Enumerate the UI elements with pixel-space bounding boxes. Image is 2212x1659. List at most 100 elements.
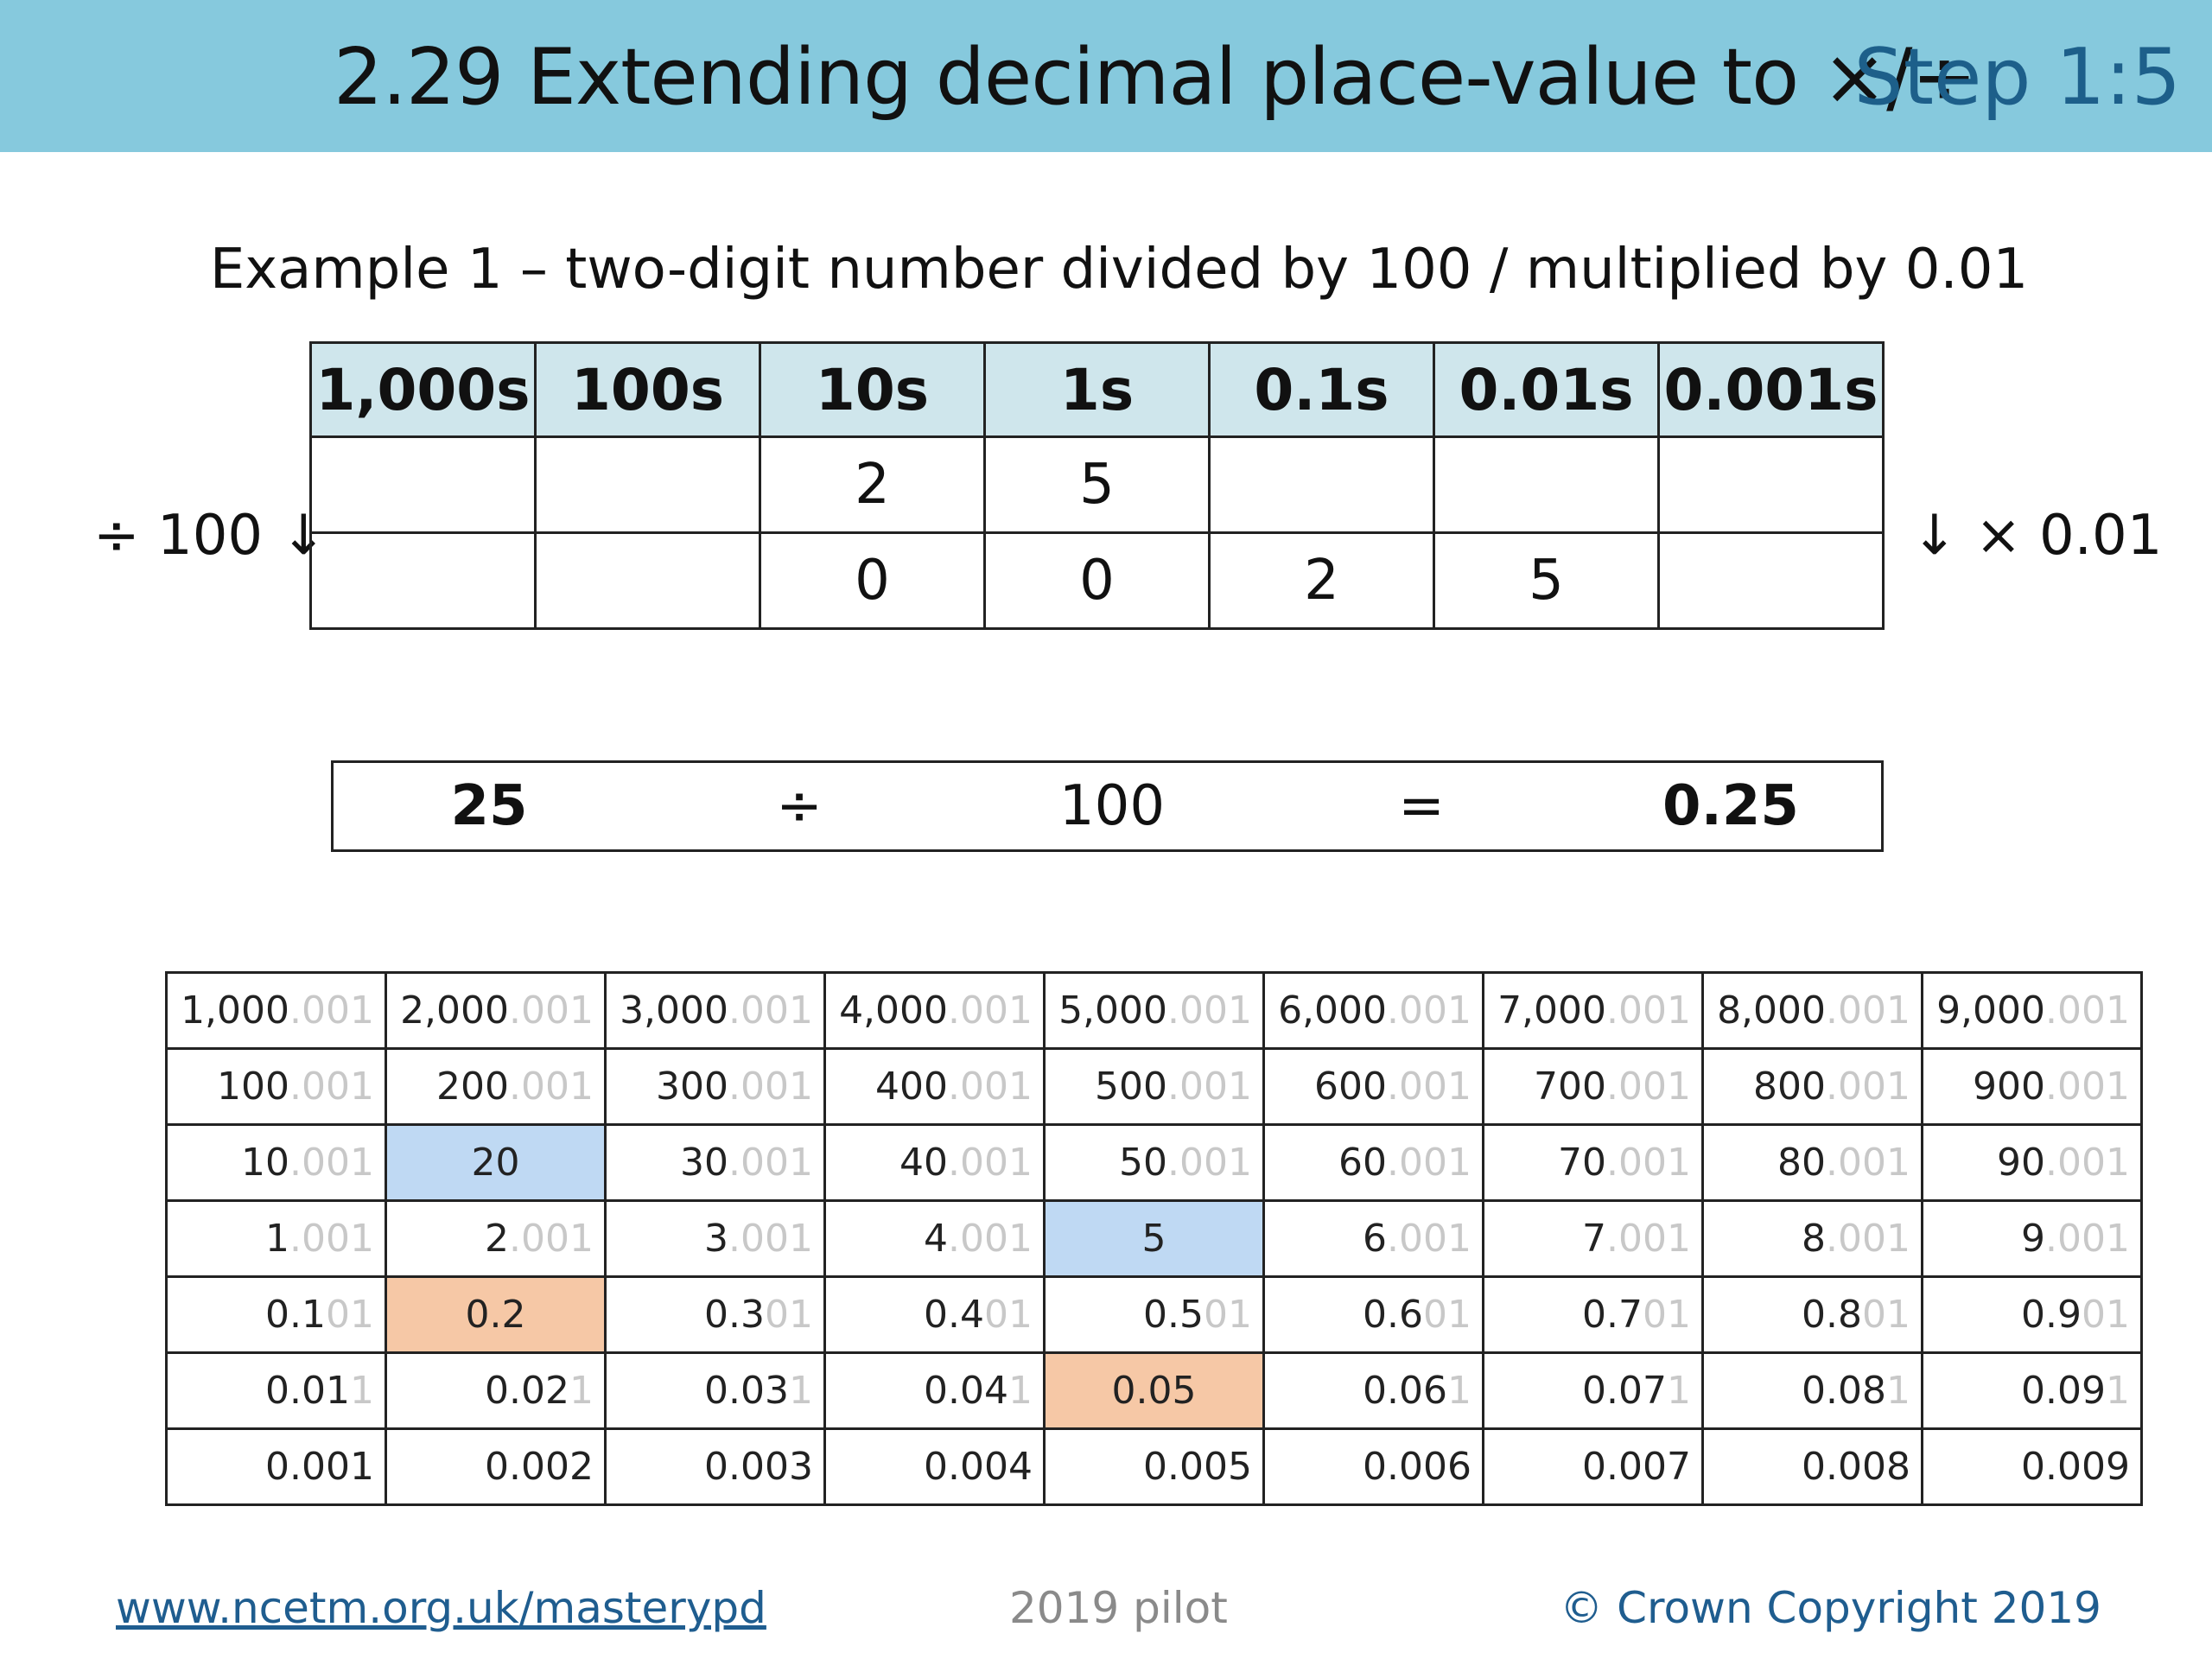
gattegno-cell: 6.001 [1262,1199,1484,1278]
gattegno-cell: 0.701 [1482,1275,1704,1354]
gattegno-chart: 1,000.001 2,000.001 3,000.001 4,000.001 5,00… [165,971,2143,1506]
gattegno-ghost-digits: .001 [509,1065,594,1109]
gattegno-value: 0.004 [924,1445,1033,1489]
ncetm-link[interactable]: www.ncetm.org.uk/masterypd [116,1583,766,1633]
gattegno-ghost-digits: .001 [1387,1065,1471,1109]
gattegno-cell: 7,000.001 [1482,971,1704,1050]
gattegno-value: 0.2 [465,1293,526,1337]
gattegno-value: 200 [436,1065,510,1109]
gattegno-value: 0.09 [2021,1369,2106,1413]
place-value-cell: 0 [983,531,1211,630]
place-value-cell [1433,435,1660,534]
place-value-cell [309,531,537,630]
gattegno-cell: 0.081 [1701,1351,1923,1430]
place-value-cell [1657,435,1885,534]
gattegno-value: 8 [1802,1217,1827,1261]
gattegno-cell: 3,000.001 [604,971,826,1050]
gattegno-ghost-digits: .001 [1826,988,1910,1033]
gattegno-cell: 70.001 [1482,1123,1704,1202]
gattegno-value: 0.007 [1582,1445,1691,1489]
equation-box: 25 ÷ 100 = 0.25 [331,760,1884,852]
gattegno-cell: 400.001 [823,1047,1046,1126]
gattegno-ghost-digits: .001 [1606,988,1691,1033]
gattegno-ghost-digits: 01 [984,1293,1033,1337]
column-header-thousandths: 0.001s [1657,341,1885,438]
copyright-notice: © Crown Copyright 2019 [1560,1583,2101,1633]
column-header-thousands: 1,000s [309,341,537,438]
gattegno-value: 20 [471,1141,520,1185]
pilot-label: 2019 pilot [1009,1583,1228,1633]
place-value-cell [1208,435,1435,534]
gattegno-cell: 8,000.001 [1701,971,1923,1050]
place-value-cell: 5 [1433,531,1660,630]
gattegno-value: 8,000 [1717,988,1827,1033]
gattegno-cell: 50.001 [1043,1123,1265,1202]
gattegno-cell: 600.001 [1262,1047,1484,1126]
gattegno-value: 90 [1997,1141,2046,1185]
gattegno-ghost-digits: 01 [1204,1293,1252,1337]
gattegno-value: 0.008 [1802,1445,1910,1489]
gattegno-value: 1 [265,1217,290,1261]
gattegno-cell: 40.001 [823,1123,1046,1202]
gattegno-ghost-digits: .001 [1387,1141,1471,1185]
gattegno-value: 3,000 [620,988,729,1033]
gattegno-value: 0.4 [924,1293,984,1337]
place-value-header-row: 1,000s 100s 10s 1s 0.1s 0.01s 0.001s [309,341,1885,438]
gattegno-value: 0.3 [704,1293,765,1337]
gattegno-cell: 500.001 [1043,1047,1265,1126]
gattegno-ghost-digits: 1 [1008,1369,1033,1413]
page-title: 2.29 Extending decimal place-value to ×/… [334,32,1977,123]
gattegno-value: 0.009 [2021,1445,2130,1489]
gattegno-value: 900 [1973,1065,2046,1109]
gattegno-cell: 60.001 [1262,1123,1484,1202]
gattegno-cell: 6,000.001 [1262,971,1484,1050]
gattegno-value: 0.6 [1363,1293,1423,1337]
gattegno-cell: 0.2 [385,1275,607,1354]
gattegno-cell: 0.601 [1262,1275,1484,1354]
gattegno-cell: 900.001 [1921,1047,2143,1126]
gattegno-value: 500 [1095,1065,1168,1109]
gattegno-cell: 30.001 [604,1123,826,1202]
gattegno-value: 70 [1558,1141,1607,1185]
gattegno-value: 40 [899,1141,949,1185]
gattegno-value: 10 [241,1141,290,1185]
gattegno-cell: 0.006 [1262,1427,1484,1506]
gattegno-cell: 0.003 [604,1427,826,1506]
gattegno-value: 7 [1582,1217,1607,1261]
equation-dividend: 25 [450,774,528,838]
gattegno-ghost-digits: .001 [1167,1141,1252,1185]
gattegno-cell: 20 [385,1123,607,1202]
gattegno-cell: 0.008 [1701,1427,1923,1506]
gattegno-value: 0.07 [1582,1369,1667,1413]
gattegno-ghost-digits: 01 [1423,1293,1471,1337]
gattegno-row: 0.011 0.021 0.031 0.041 0.05 0.061 0.071 0.081 0… [165,1351,2143,1430]
gattegno-ghost-digits: .001 [1167,988,1252,1033]
gattegno-value: 80 [1777,1141,1827,1185]
gattegno-ghost-digits: 1 [2106,1369,2130,1413]
gattegno-value: 0.03 [704,1369,789,1413]
gattegno-ghost-digits: 1 [1667,1369,1691,1413]
gattegno-ghost-digits: .001 [2045,988,2130,1033]
place-value-cell [534,531,761,630]
gattegno-value: 4 [924,1217,949,1261]
gattegno-ghost-digits: 01 [2082,1293,2130,1337]
gattegno-value: 5 [1141,1217,1166,1261]
gattegno-ghost-digits: .001 [1606,1217,1691,1261]
gattegno-ghost-digits: .001 [289,1141,374,1185]
gattegno-cell: 0.801 [1701,1275,1923,1354]
gattegno-ghost-digits: 1 [569,1369,594,1413]
equation-divisor: 100 [1058,774,1166,838]
gattegno-value: 0.08 [1802,1369,1886,1413]
gattegno-ghost-digits: .001 [1387,988,1471,1033]
gattegno-cell: 0.004 [823,1427,1046,1506]
place-value-chart: 1,000s 100s 10s 1s 0.1s 0.01s 0.001s 2 5… [309,341,1885,630]
gattegno-ghost-digits: 01 [1643,1293,1691,1337]
gattegno-value: 9 [2021,1217,2046,1261]
gattegno-cell: 0.011 [165,1351,387,1430]
gattegno-cell: 1,000.001 [165,971,387,1050]
gattegno-cell: 0.031 [604,1351,826,1430]
gattegno-cell: 0.001 [165,1427,387,1506]
gattegno-cell: 0.501 [1043,1275,1265,1354]
column-header-tenths: 0.1s [1208,341,1435,438]
gattegno-ghost-digits: .001 [1167,1065,1252,1109]
